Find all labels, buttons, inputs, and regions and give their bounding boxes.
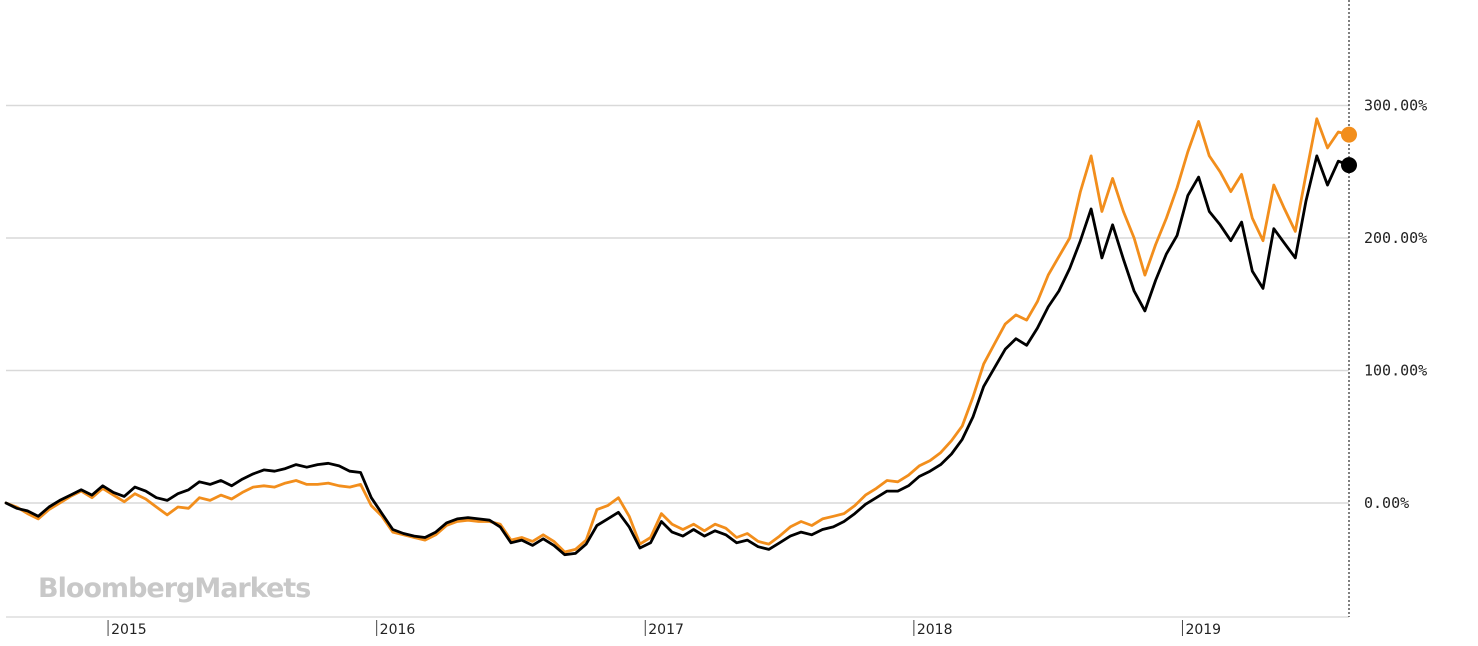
y-axis-labels: 0.00% 100.00% 200.00% 300.00% xyxy=(1364,97,1427,513)
x-tick-label-3: 2018 xyxy=(917,622,953,638)
y-tick-label-1: 100.00% xyxy=(1364,362,1427,380)
x-tick-label-1: 2016 xyxy=(380,622,416,638)
series-endpoints xyxy=(1341,126,1357,174)
y-tick-label-3: 300.00% xyxy=(1364,97,1427,115)
x-tick-label-4: 2019 xyxy=(1185,622,1221,638)
x-tick-label-2: 2017 xyxy=(648,622,684,638)
bloomberg-markets-watermark: BloombergMarkets xyxy=(38,573,310,604)
series-end-dot-1 xyxy=(1341,157,1357,174)
x-tick-label-0: 2015 xyxy=(111,622,147,638)
y-gridlines xyxy=(6,104,1349,504)
y-tick-label-2: 200.00% xyxy=(1364,229,1427,247)
x-axis-labels: 2015 2016 2017 2018 2019 xyxy=(107,620,1221,638)
y-tick-label-0: 0.00% xyxy=(1364,494,1409,512)
series-line-1 xyxy=(4,154,1351,557)
series-lines xyxy=(4,117,1351,557)
series-end-dot-0 xyxy=(1341,126,1357,143)
series-line-0 xyxy=(4,117,1351,554)
